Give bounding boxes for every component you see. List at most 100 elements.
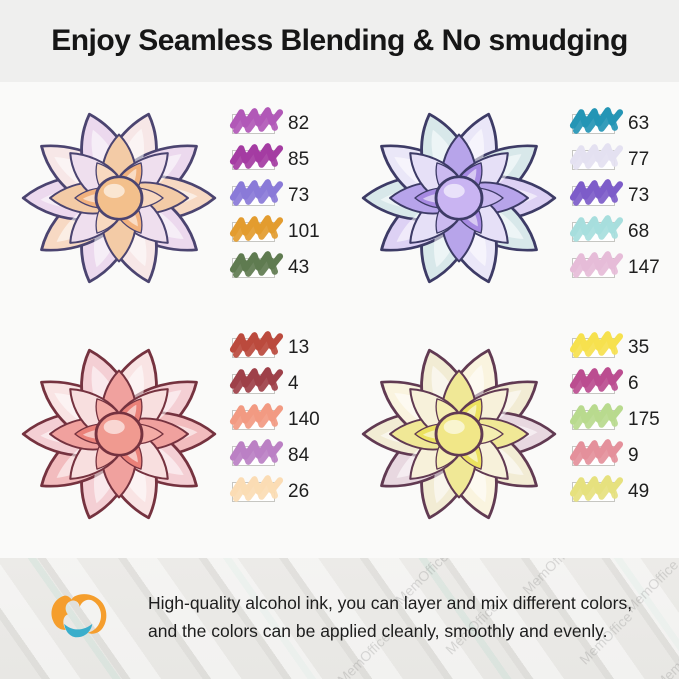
marker-scribble-icon xyxy=(229,142,284,170)
purple-succulent-illustration xyxy=(361,106,557,290)
marker-scribble-icon xyxy=(569,474,624,502)
swatch-row: 68 xyxy=(569,214,668,242)
swatch-list-pink: 13 4 140 84 26 xyxy=(229,320,328,502)
marker-scribble-icon xyxy=(569,402,624,430)
color-swatch xyxy=(229,438,284,466)
marker-number: 73 xyxy=(628,184,650,206)
quadrant-pink: 13 4 140 84 26 xyxy=(0,320,340,558)
marker-number: 77 xyxy=(628,148,650,170)
yellow-succulent-illustration xyxy=(361,342,557,526)
marker-scribble-icon xyxy=(229,402,284,430)
swatch-row: 4 xyxy=(229,366,328,394)
marker-number: 85 xyxy=(288,148,310,170)
swatch-row: 73 xyxy=(569,178,668,206)
color-swatch xyxy=(229,366,284,394)
peach-succulent-illustration xyxy=(21,106,217,290)
color-swatch xyxy=(229,178,284,206)
color-swatch xyxy=(229,142,284,170)
marker-scribble-icon xyxy=(229,330,284,358)
swatch-row: 77 xyxy=(569,142,668,170)
marker-scribble-icon xyxy=(569,366,624,394)
marker-number: 35 xyxy=(628,336,650,358)
marker-number: 101 xyxy=(288,220,320,242)
footer-band: MemOffice MemOffice MemOffice MemOffice … xyxy=(0,558,679,679)
color-swatch xyxy=(569,438,624,466)
marker-scribble-icon xyxy=(569,330,624,358)
color-swatch xyxy=(229,474,284,502)
swatch-row: 140 xyxy=(229,402,328,430)
swatch-row: 85 xyxy=(229,142,328,170)
swatch-row: 13 xyxy=(229,330,328,358)
swatch-row: 9 xyxy=(569,438,668,466)
color-swatch xyxy=(229,250,284,278)
swatch-row: 26 xyxy=(229,474,328,502)
marker-number: 68 xyxy=(628,220,650,242)
color-swatch xyxy=(569,214,624,242)
swatch-list-yellow: 35 6 175 9 49 xyxy=(569,320,668,502)
marker-scribble-icon xyxy=(569,142,624,170)
color-swatch xyxy=(569,330,624,358)
marker-number: 43 xyxy=(288,256,310,278)
swatch-row: 63 xyxy=(569,106,668,134)
page-title: Enjoy Seamless Blending & No smudging xyxy=(51,24,628,57)
marker-scribble-icon xyxy=(569,250,624,278)
color-swatch xyxy=(229,330,284,358)
swatch-row: 43 xyxy=(229,250,328,278)
marker-scribble-icon xyxy=(229,474,284,502)
marker-number: 4 xyxy=(288,372,299,394)
marker-number: 9 xyxy=(628,444,639,466)
marker-number: 73 xyxy=(288,184,310,206)
logo-orange-shape xyxy=(51,594,107,634)
swatch-demo-grid: 82 85 73 101 43 xyxy=(0,82,679,558)
marker-scribble-icon xyxy=(569,106,624,134)
swatch-row: 101 xyxy=(229,214,328,242)
flower-center-bud xyxy=(94,175,144,221)
color-swatch xyxy=(569,402,624,430)
footer-line-2: and the colors can be applied cleanly, s… xyxy=(148,621,608,641)
marker-scribble-icon xyxy=(569,178,624,206)
marker-scribble-icon xyxy=(229,250,284,278)
footer-content: High-quality alcohol ink, you can layer … xyxy=(0,558,679,652)
marker-number: 49 xyxy=(628,480,650,502)
marker-number: 63 xyxy=(628,112,650,134)
swatch-row: 35 xyxy=(569,330,668,358)
quadrant-yellow: 35 6 175 9 49 xyxy=(340,320,679,558)
marker-scribble-icon xyxy=(229,106,284,134)
swatch-list-peach: 82 85 73 101 43 xyxy=(229,82,328,278)
swatch-list-purple: 63 77 73 68 147 xyxy=(569,82,668,278)
swatch-row: 6 xyxy=(569,366,668,394)
footer-line-1: High-quality alcohol ink, you can layer … xyxy=(148,593,633,613)
marker-scribble-icon xyxy=(569,214,624,242)
color-swatch xyxy=(229,402,284,430)
swatch-row: 147 xyxy=(569,250,668,278)
marker-scribble-icon xyxy=(229,178,284,206)
marker-number: 84 xyxy=(288,444,310,466)
quadrant-purple: 63 77 73 68 147 xyxy=(340,82,679,320)
marker-number: 140 xyxy=(288,408,320,430)
color-swatch xyxy=(569,250,624,278)
swatch-row: 82 xyxy=(229,106,328,134)
marker-number: 6 xyxy=(628,372,639,394)
marker-number: 82 xyxy=(288,112,310,134)
quadrant-peach: 82 85 73 101 43 xyxy=(0,82,340,320)
marker-scribble-icon xyxy=(569,438,624,466)
marker-scribble-icon xyxy=(229,214,284,242)
color-swatch xyxy=(569,366,624,394)
swatch-row: 175 xyxy=(569,402,668,430)
swatch-row: 73 xyxy=(229,178,328,206)
color-swatch xyxy=(569,178,624,206)
marker-number: 26 xyxy=(288,480,310,502)
title-band: Enjoy Seamless Blending & No smudging xyxy=(0,0,679,82)
memoffice-logo xyxy=(51,594,107,638)
marker-number: 147 xyxy=(628,256,660,278)
marker-scribble-icon xyxy=(229,438,284,466)
flower-center-bud xyxy=(434,411,484,457)
marker-number: 13 xyxy=(288,336,310,358)
swatch-row: 49 xyxy=(569,474,668,502)
color-swatch xyxy=(569,106,624,134)
marker-number: 175 xyxy=(628,408,660,430)
color-swatch xyxy=(229,214,284,242)
logo-teal-wave xyxy=(64,623,93,638)
color-swatch xyxy=(229,106,284,134)
